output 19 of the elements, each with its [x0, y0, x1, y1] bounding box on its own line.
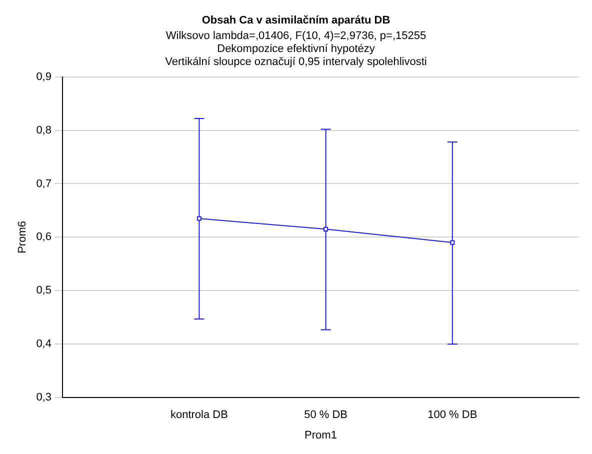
y-tick-label: 0,7 — [36, 178, 52, 190]
point — [196, 216, 202, 221]
x-tick-label: 50 % DB — [304, 409, 348, 422]
chart-subtitle: Wilksovo lambda=,01406, F(10, 4)=2,9736, p=,15255 — [166, 30, 426, 42]
y-tick-label: 0,8 — [36, 124, 52, 136]
x-tick-label: kontrola DB — [170, 409, 228, 422]
y-tick-label: 0,4 — [36, 338, 52, 350]
point — [324, 226, 328, 232]
y-tick-label: 0,9 — [36, 70, 52, 83]
y-tick-label: 0,5 — [36, 284, 52, 297]
x-axis-title: Prom1 — [304, 429, 337, 442]
text: Vertikální sloupce označují 0,95 intervaly spolehlivosti — [165, 56, 427, 68]
chart-title: Obsah Ca v asimilačním aparátu DB — [202, 14, 390, 27]
y-tick-label: 0,3 — [36, 392, 52, 404]
point — [450, 240, 455, 245]
text: Dekompozice efektivní hypotézy — [217, 43, 376, 56]
y-tick-label: 0,6 — [36, 231, 52, 244]
y-axis-title: Prom6 — [16, 220, 29, 254]
x-tick-label: 100 % DB — [428, 409, 478, 422]
